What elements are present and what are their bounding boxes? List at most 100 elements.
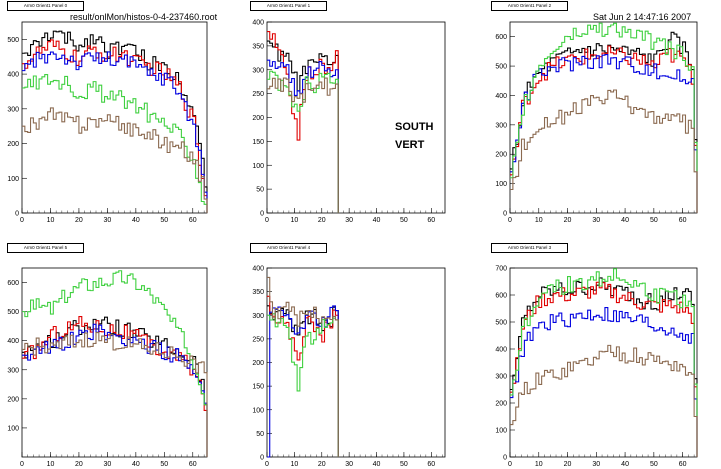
x-tick-label: 50 [650, 461, 658, 468]
x-tick-label: 30 [103, 217, 111, 224]
series-red [510, 45, 698, 213]
x-tick-label: 30 [345, 461, 353, 468]
y-tick-label: 200 [7, 396, 19, 403]
y-tick-label: 200 [252, 360, 264, 367]
x-tick-label: 20 [318, 217, 326, 224]
x-tick-label: 20 [75, 217, 83, 224]
file-path-label: result/onlMon/histos-0-4-237460.root [70, 12, 218, 22]
x-tick-label: 10 [47, 461, 55, 468]
series-brown [510, 89, 698, 213]
series-brown [510, 344, 698, 457]
y-tick-label: 100 [495, 428, 507, 435]
y-tick-label: 600 [495, 34, 507, 41]
y-tick-label: 0 [260, 455, 264, 462]
plot-frame [21, 267, 208, 458]
series-brown [22, 332, 208, 457]
y-tick-label: 300 [252, 67, 264, 74]
x-tick-label: 40 [621, 461, 629, 468]
x-tick-label: 50 [160, 461, 168, 468]
series-blue [510, 53, 698, 213]
panel-5-tab[interactable]: Arm0 Orient1 Panel 5 [7, 243, 84, 253]
x-tick-label: 40 [132, 461, 140, 468]
x-tick-label: 60 [189, 217, 197, 224]
panel-0-tab[interactable]: Arm0 Orient1 Panel 0 [7, 1, 84, 11]
series-brown [22, 107, 208, 213]
x-tick-label: 20 [564, 217, 572, 224]
y-tick-label: 0 [15, 211, 19, 218]
series-blue [267, 305, 339, 458]
y-tick-label: 100 [252, 407, 264, 414]
y-tick-label: 50 [256, 187, 264, 194]
series-blue [510, 307, 698, 457]
series-red [22, 39, 208, 213]
x-tick-label: 60 [679, 217, 687, 224]
x-tick-label: 0 [265, 461, 269, 468]
series-red [22, 316, 208, 457]
y-tick-label: 200 [495, 401, 507, 408]
x-tick-label: 10 [535, 217, 543, 224]
y-tick-label: 350 [252, 289, 264, 296]
y-tick-label: 600 [495, 293, 507, 300]
timestamp-label: Sat Jun 2 14:47:16 2007 [593, 12, 692, 22]
y-tick-label: 200 [495, 152, 507, 159]
x-tick-label: 10 [290, 461, 298, 468]
panel-1-tab[interactable]: Arm0 Orient1 Panel 1 [250, 1, 327, 11]
x-tick-label: 20 [564, 461, 572, 468]
x-tick-label: 50 [400, 461, 408, 468]
series-black [267, 40, 339, 213]
y-tick-label: 500 [7, 37, 19, 44]
series-green [22, 74, 208, 213]
y-tick-label: 400 [252, 20, 264, 27]
plot-frame [509, 267, 698, 458]
x-tick-label: 40 [373, 217, 381, 224]
y-tick-label: 50 [256, 431, 264, 438]
x-tick-label: 30 [592, 217, 600, 224]
x-tick-label: 30 [345, 217, 353, 224]
y-tick-label: 400 [7, 72, 19, 79]
series-brown [267, 77, 339, 213]
y-tick-label: 250 [252, 336, 264, 343]
y-tick-label: 100 [495, 181, 507, 188]
y-tick-label: 350 [252, 43, 264, 50]
x-tick-label: 40 [373, 461, 381, 468]
x-tick-label: 30 [592, 461, 600, 468]
y-tick-label: 300 [252, 313, 264, 320]
x-tick-label: 20 [75, 461, 83, 468]
y-tick-label: 500 [495, 64, 507, 71]
x-tick-label: 50 [160, 217, 168, 224]
plot-frame [21, 21, 208, 214]
series-black [510, 277, 698, 457]
series-black [22, 30, 208, 213]
y-tick-label: 300 [495, 122, 507, 129]
x-tick-label: 40 [621, 217, 629, 224]
x-tick-label: 60 [679, 461, 687, 468]
x-tick-label: 0 [265, 217, 269, 224]
y-tick-label: 150 [252, 384, 264, 391]
x-tick-label: 50 [400, 217, 408, 224]
y-tick-label: 200 [252, 115, 264, 122]
y-tick-label: 100 [7, 176, 19, 183]
vert-label: VERT [395, 139, 425, 151]
x-tick-label: 10 [47, 217, 55, 224]
y-tick-label: 400 [495, 93, 507, 100]
x-tick-label: 30 [103, 461, 111, 468]
panel-3-tab[interactable]: Arm0 Orient1 Panel 3 [491, 243, 568, 253]
y-tick-label: 100 [252, 163, 264, 170]
y-tick-label: 300 [7, 106, 19, 113]
x-tick-label: 20 [318, 461, 326, 468]
x-tick-label: 10 [535, 461, 543, 468]
y-tick-label: 600 [7, 280, 19, 287]
panel-2-tab[interactable]: Arm0 Orient1 Panel 2 [491, 1, 568, 11]
series-blue [22, 51, 208, 213]
plot-frame [509, 21, 698, 214]
y-tick-label: 0 [503, 211, 507, 218]
y-tick-label: 500 [7, 309, 19, 316]
y-tick-label: 300 [495, 374, 507, 381]
y-tick-label: 400 [7, 338, 19, 345]
panel-4-tab[interactable]: Arm0 Orient1 Panel 4 [250, 243, 327, 253]
